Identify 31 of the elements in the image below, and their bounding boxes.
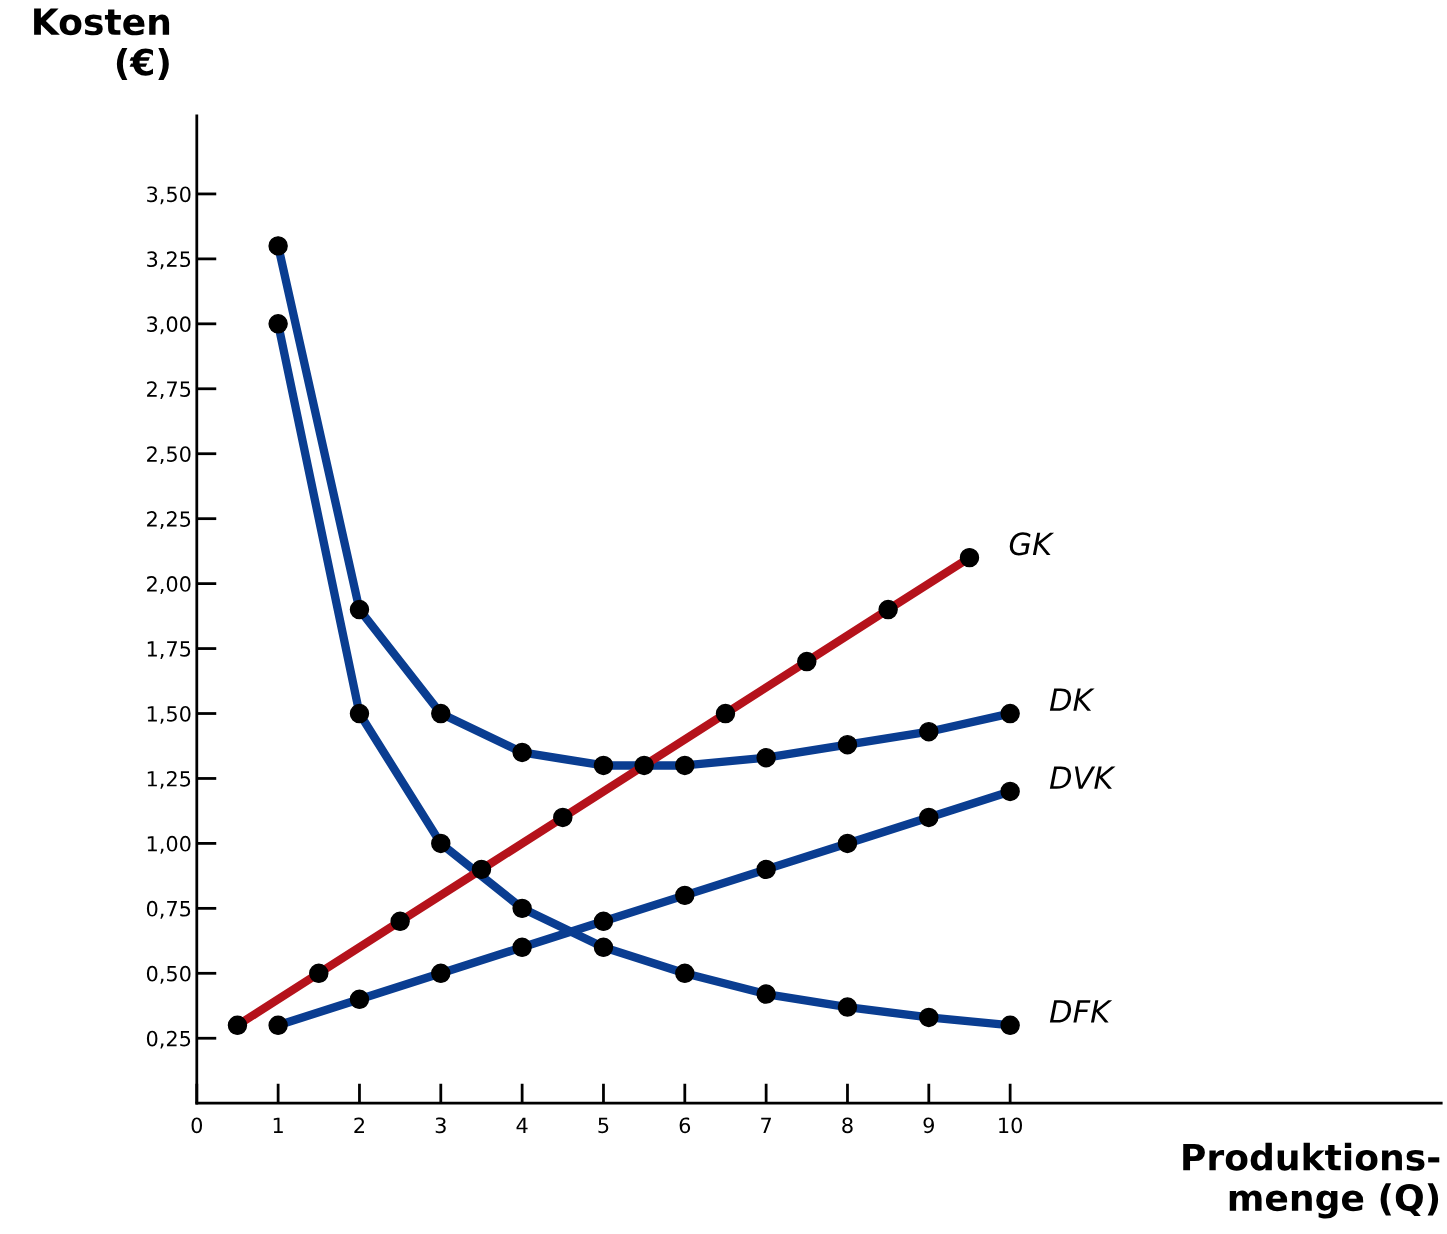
series-label: GK: [1009, 532, 1055, 556]
series-label: DVK: [1049, 766, 1116, 789]
y-tick-label: 3,00: [147, 316, 191, 335]
y-tick-label: 3,50: [147, 186, 191, 205]
x-tick-label: 7: [761, 1117, 771, 1133]
y-tick-label: 2,50: [147, 446, 191, 465]
series-label: DFK: [1049, 1000, 1113, 1023]
y-tick-label: 1,50: [147, 705, 191, 724]
x-tick-label: 6: [679, 1117, 691, 1134]
x-tick-label: 4: [516, 1117, 528, 1133]
y-tick-label: 1,00: [147, 835, 191, 854]
x-tick-label: 8: [842, 1117, 853, 1134]
x-tick-label: 2: [354, 1117, 364, 1133]
y-tick-label: 2,25: [147, 511, 191, 530]
y-tick-label: 1,25: [147, 770, 191, 789]
series-label: DK: [1049, 688, 1095, 711]
y-axis-title: Kosten (€): [34, 8, 170, 81]
x-axis-title: Produktions- menge (Q): [1183, 1142, 1440, 1219]
x-tick-label: 9: [923, 1117, 934, 1134]
y-tick-label: 2,75: [147, 381, 191, 400]
y-tick-label: 2,00: [147, 576, 191, 594]
y-tick-label: 3,25: [147, 251, 191, 270]
y-tick-label: 0,50: [146, 965, 191, 984]
x-tick-label: 0: [191, 1117, 203, 1134]
x-tick-label: 3: [435, 1117, 446, 1134]
x-tick-label: 10: [999, 1117, 1023, 1134]
y-tick-label: 0,75: [146, 900, 191, 919]
y-tick-label: 1,75: [147, 641, 191, 659]
y-tick-label: 0,25: [146, 1030, 191, 1049]
x-tick-label: 5: [598, 1117, 609, 1134]
x-tick-label: 1: [273, 1117, 283, 1133]
